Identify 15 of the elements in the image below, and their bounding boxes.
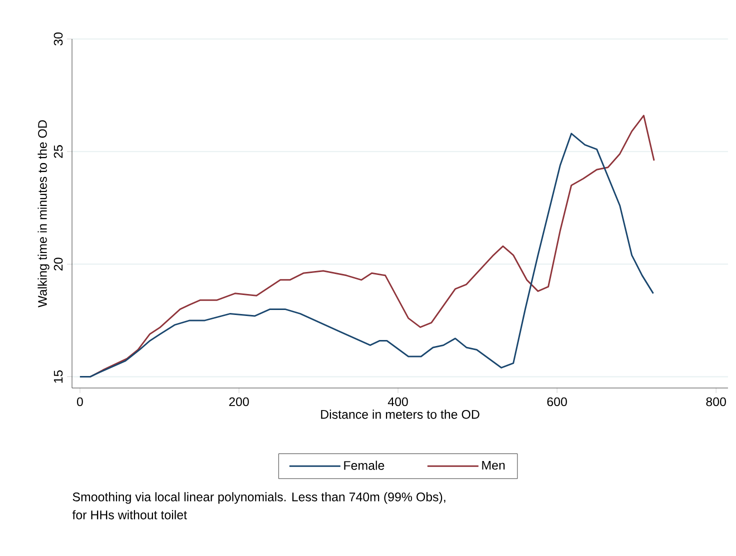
y-tick-label: 15 xyxy=(54,370,63,383)
y-tick-label: 20 xyxy=(54,258,63,270)
x-tick-label: 400 xyxy=(388,397,408,406)
legend-label: Female xyxy=(344,460,384,470)
text: Smoothing via local linear polynomials. Less than 740m (99% Obs), xyxy=(72,492,446,504)
text: for HHs without toilet xyxy=(72,510,187,520)
y-tick-label: 25 xyxy=(54,145,63,158)
x-tick-label: 0 xyxy=(76,397,83,406)
x-tick-label: 800 xyxy=(706,397,726,406)
x-axis-title: Distance in meters to the OD xyxy=(321,410,480,419)
legend-label: Men xyxy=(482,460,505,470)
y-axis-title: Walking time in minutes to the OD xyxy=(38,120,50,308)
x-tick-label: 200 xyxy=(229,397,249,406)
x-tick-label: 600 xyxy=(547,397,567,406)
y-tick-label: 30 xyxy=(54,32,63,46)
